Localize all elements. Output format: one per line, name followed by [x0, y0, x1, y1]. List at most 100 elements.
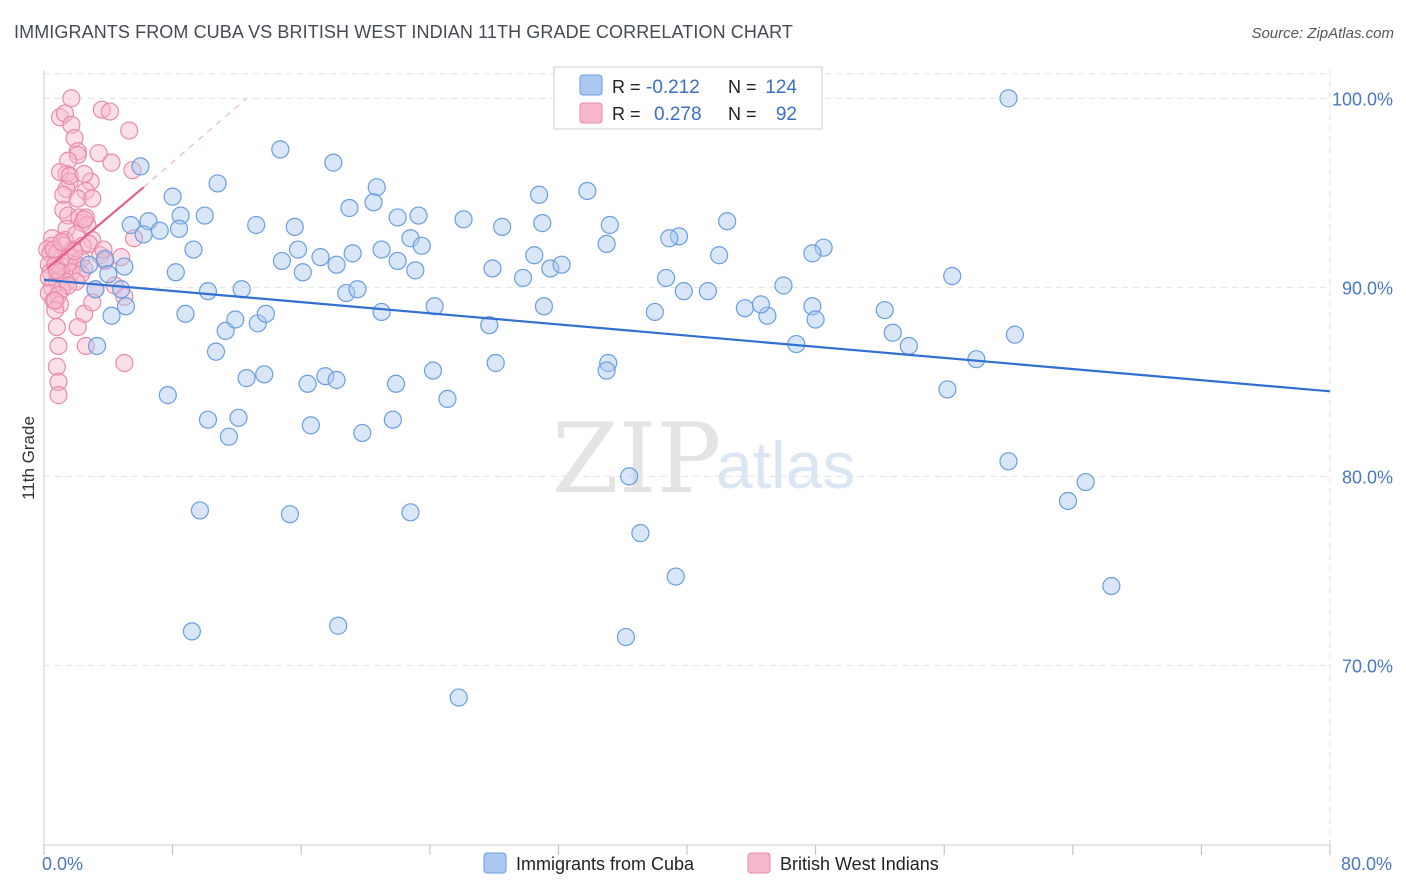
legend-r-label-blue: R =: [612, 77, 641, 97]
bwi-point-72: [68, 317, 87, 337]
cuba-point-44: [541, 259, 560, 278]
trend-lines: [143, 97, 247, 188]
bwi-point-80: [75, 210, 94, 229]
y-tick-labels: 100.0% 90.0% 80.0% 70.0%: [1332, 89, 1393, 676]
cuba-point-112: [329, 616, 348, 635]
cuba-point-6: [163, 187, 182, 206]
watermark-zip: ZIP: [552, 403, 721, 515]
bwi-point-10: [89, 144, 108, 163]
cuba-point-57: [698, 282, 717, 301]
cuba-point-37: [272, 251, 292, 271]
cuba-point-81: [206, 342, 226, 361]
cuba-point-8: [195, 206, 214, 225]
bwi-point-78: [49, 386, 68, 405]
bwi-point-77: [49, 372, 68, 391]
cuba-point-73: [758, 306, 777, 325]
series-legend-label-cuba: Immigrants from Cuba: [516, 854, 695, 874]
cuba-point-111: [182, 622, 201, 641]
series-legend-label-bwi: British West Indians: [780, 854, 939, 874]
cuba-point-121: [406, 261, 425, 280]
bwi-point-76: [47, 357, 66, 376]
cuba-point-94: [158, 386, 177, 405]
x-tick-label-max: 80.0%: [1341, 854, 1392, 874]
cuba-point-25: [184, 240, 203, 259]
bwi-point-21: [68, 189, 87, 208]
y-tick-label-2: 80.0%: [1342, 467, 1393, 487]
legend-n-value-pink: 92: [776, 104, 797, 125]
series-legend: Immigrants from Cuba British West Indian…: [483, 852, 939, 874]
cuba-point-106: [280, 505, 300, 524]
cuba-point-113: [616, 627, 636, 647]
points-immigrants-from-cuba: [43, 89, 1331, 707]
bwi-point-88: [46, 291, 65, 310]
bwi-point-6: [120, 121, 139, 140]
cuba-point-7: [171, 206, 190, 225]
cuba-point-123: [751, 295, 771, 314]
legend-n-label-pink: N =: [728, 104, 757, 124]
cuba-point-61: [116, 297, 136, 316]
cuba-point-12: [285, 217, 304, 236]
bwi-point-9: [68, 145, 87, 165]
bwi-point-84: [52, 232, 71, 252]
cuba-point-110: [1102, 576, 1121, 596]
cuba-point-91: [423, 361, 443, 380]
series-legend-swatch-cuba: [483, 852, 507, 874]
bwi-point-73: [49, 336, 68, 356]
cuba-point-100: [383, 410, 402, 429]
cuba-point-103: [1076, 472, 1095, 492]
cuba-point-83: [386, 374, 406, 393]
bwi-point-20: [54, 185, 73, 204]
bwi-point-71: [47, 317, 66, 337]
cuba-point-43: [525, 246, 544, 265]
cuba-point-42: [483, 259, 502, 278]
cuba-point-82: [486, 353, 505, 373]
cuba-point-98: [301, 416, 320, 435]
cuba-point-71: [645, 302, 664, 322]
cuba-point-75: [883, 323, 902, 342]
legend-swatch-pink: [579, 102, 603, 124]
bwi-point-22: [83, 189, 102, 208]
cuba-point-78: [899, 336, 918, 356]
series-legend-swatch-bwi: [747, 852, 771, 874]
cuba-point-50: [198, 282, 218, 301]
cuba-point-10: [121, 215, 140, 235]
cuba-point-22: [718, 212, 737, 231]
cuba-point-89: [316, 367, 335, 386]
cuba-point-122: [533, 214, 552, 233]
cuba-point-67: [372, 302, 391, 322]
bwi-point-4: [55, 104, 74, 123]
bwi-point-75: [115, 353, 134, 373]
bwi-point-85: [47, 261, 66, 280]
cuba-point-13: [340, 198, 359, 218]
cuba-point-60: [102, 306, 121, 325]
cuba-point-40: [343, 244, 362, 263]
bwi-point-91: [94, 240, 113, 259]
cuba-point-2: [324, 153, 343, 172]
x-tick-label-min: 0.0%: [42, 854, 83, 874]
bwi-point-90: [75, 164, 94, 184]
points-british-west-indians: [38, 89, 144, 405]
cuba-point-84: [599, 353, 618, 373]
bwi-point-23: [54, 200, 73, 219]
cuba-point-34: [95, 249, 115, 269]
cuba-point-97: [219, 427, 238, 446]
bwi-point-2: [100, 102, 120, 121]
cuba-point-5: [999, 89, 1018, 108]
cuba-point-4: [367, 178, 386, 197]
cuba-point-55: [657, 268, 676, 288]
cuba-point-58: [774, 276, 793, 295]
legend-n-value-blue: 124: [765, 77, 797, 98]
trend-line-cuba: [43, 278, 1331, 393]
y-axis-title: 11th Grade: [19, 416, 38, 500]
cuba-point-31: [814, 238, 833, 257]
cuba-point-86: [237, 369, 256, 388]
cuba-point-108: [631, 524, 650, 543]
cuba-point-54: [513, 268, 533, 288]
cuba-point-32: [79, 255, 99, 274]
cuba-point-90: [327, 370, 346, 390]
cuba-point-36: [166, 263, 185, 282]
cuba-point-74: [875, 300, 894, 320]
cuba-point-104: [1058, 491, 1078, 511]
cuba-point-28: [412, 236, 431, 255]
